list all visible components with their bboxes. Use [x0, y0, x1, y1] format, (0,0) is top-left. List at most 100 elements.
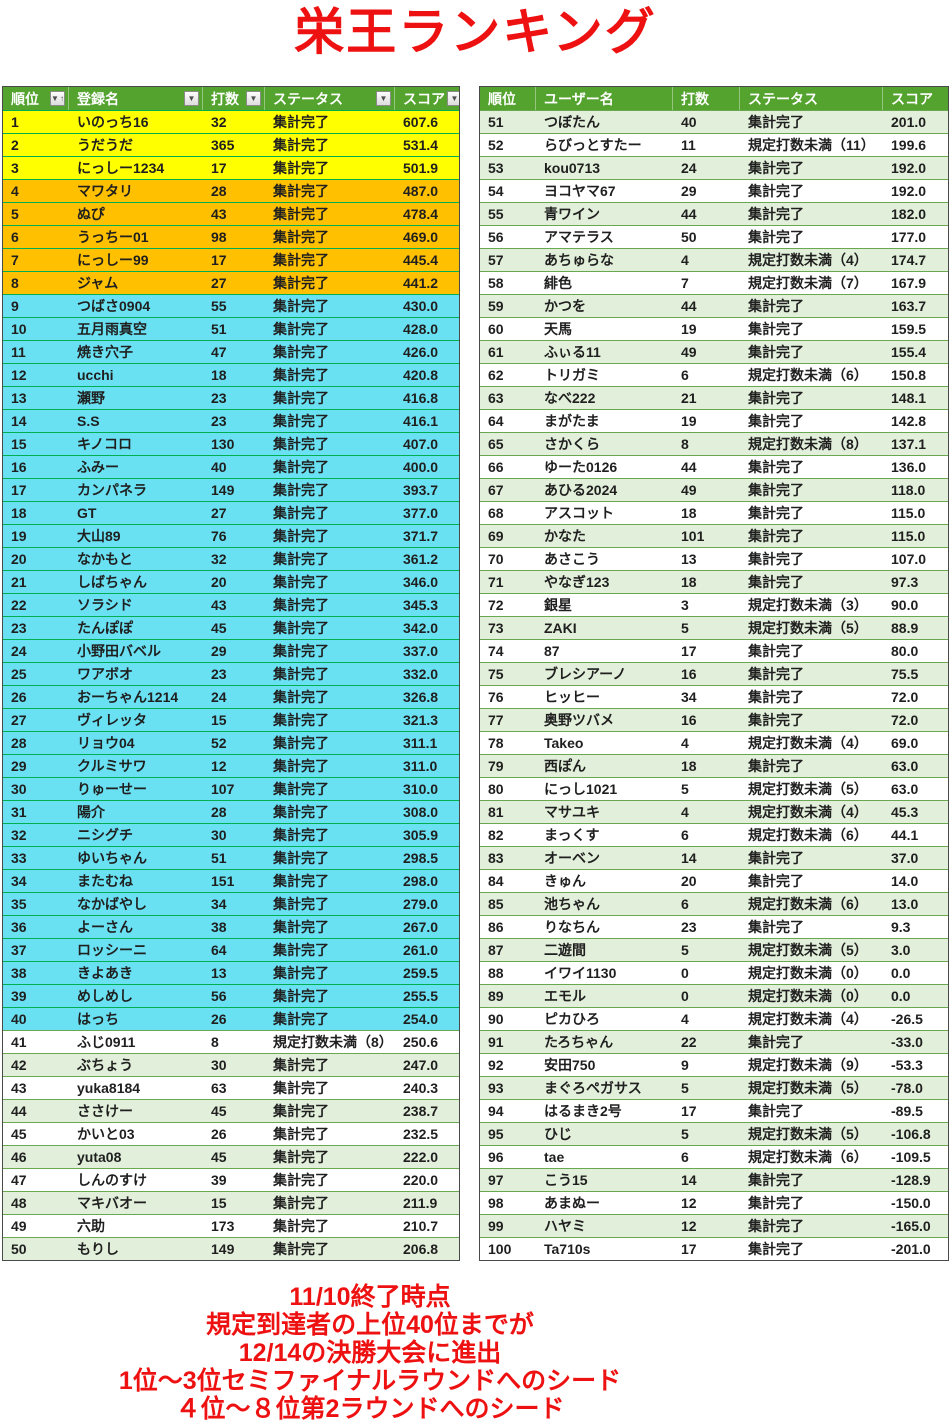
rank-cell: 59 [488, 298, 504, 314]
table-row: 63 なべ222 21 集計完了 148.1 [480, 386, 948, 409]
table-row: 87 二遊間 5 規定打数未満（5） 3.0 [480, 938, 948, 961]
filter-dropdown-icon[interactable]: ▼ [184, 91, 199, 106]
status-cell: 規定打数未満（8） [273, 1034, 393, 1050]
name-cell: マワタリ [77, 183, 133, 199]
table-row: 44 ささけー 45 集計完了 238.7 [3, 1099, 459, 1122]
score-cell: 393.7 [403, 482, 439, 498]
strokes-cell: 51 [211, 850, 227, 866]
table-row: 75 ブレシアーノ 16 集計完了 75.5 [480, 662, 948, 685]
score-cell: 155.4 [891, 344, 927, 360]
rank-cell: 95 [488, 1126, 504, 1142]
status-cell: 集計完了 [273, 1011, 329, 1027]
rank-cell: 22 [11, 597, 27, 613]
strokes-cell: 23 [211, 390, 227, 406]
table-row: 73 ZAKI 5 規定打数未満（5） 88.9 [480, 616, 948, 639]
name-cell: はるまき2号 [544, 1103, 622, 1119]
table-row: 28 リョウ04 52 集計完了 311.1 [3, 731, 459, 754]
filter-sort-ascending-icon[interactable]: ▼ ↑ [50, 91, 65, 106]
score-cell: 326.8 [403, 689, 439, 705]
status-cell: 集計完了 [273, 252, 329, 268]
rank-cell: 90 [488, 1011, 504, 1027]
strokes-cell: 4 [681, 735, 689, 751]
strokes-cell: 44 [681, 459, 697, 475]
table-row: 97 こう15 14 集計完了 -128.9 [480, 1168, 948, 1191]
filter-dropdown-icon[interactable]: ▼ [376, 91, 391, 106]
table-row: 2 うだうだ 365 集計完了 531.4 [3, 133, 459, 156]
table-row: 95 ひじ 5 規定打数未満（5） -106.8 [480, 1122, 948, 1145]
strokes-cell: 49 [681, 482, 697, 498]
strokes-cell: 52 [211, 735, 227, 751]
rank-cell: 38 [11, 965, 27, 981]
table-row: 23 たんぽぽ 45 集計完了 342.0 [3, 616, 459, 639]
chevron-down-icon: ▼ [450, 93, 459, 103]
table-row: 64 まがたま 19 集計完了 142.8 [480, 409, 948, 432]
name-cell: 銀星 [544, 597, 572, 613]
table-row: 40 はっち 26 集計完了 254.0 [3, 1007, 459, 1030]
name-cell: まぐろペガサス [544, 1080, 642, 1096]
rank-cell: 88 [488, 965, 504, 981]
rank-cell: 66 [488, 459, 504, 475]
rank-cell: 57 [488, 252, 504, 268]
name-cell: さかくら [544, 436, 600, 452]
score-cell: 163.7 [891, 298, 927, 314]
rank-cell: 97 [488, 1172, 504, 1188]
column-header-label: 順位 [11, 90, 39, 107]
strokes-cell: 5 [681, 1080, 689, 1096]
name-cell: アマテラス [544, 229, 614, 245]
status-cell: 集計完了 [748, 1241, 804, 1257]
name-cell: にっし1021 [544, 781, 618, 797]
status-cell: 集計完了 [748, 183, 804, 199]
strokes-cell: 34 [681, 689, 697, 705]
status-cell: 集計完了 [748, 643, 804, 659]
table-row: 30 りゅーせー 107 集計完了 310.0 [3, 777, 459, 800]
score-cell: 346.0 [403, 574, 439, 590]
status-cell: 集計完了 [273, 781, 329, 797]
score-cell: 199.6 [891, 137, 927, 153]
table-row: 22 ソラシド 43 集計完了 345.3 [3, 593, 459, 616]
table-row: 100 Ta710s 17 集計完了 -201.0 [480, 1237, 948, 1260]
rank-cell: 13 [11, 390, 27, 406]
rank-cell: 39 [11, 988, 27, 1004]
name-cell: しばちゃん [77, 574, 147, 590]
status-cell: 集計完了 [748, 919, 804, 935]
status-cell: 集計完了 [273, 275, 329, 291]
strokes-cell: 47 [211, 344, 227, 360]
score-cell: 177.0 [891, 229, 927, 245]
score-cell: 75.5 [891, 666, 919, 682]
strokes-cell: 8 [681, 436, 689, 452]
strokes-cell: 4 [681, 1011, 689, 1027]
score-cell: 0.0 [891, 965, 911, 981]
name-cell: ジャム [77, 275, 119, 291]
strokes-cell: 6 [681, 1149, 689, 1165]
name-cell: 五月雨真空 [77, 321, 147, 337]
table-row: 90 ピカひろ 4 規定打数未満（4） -26.5 [480, 1007, 948, 1030]
status-cell: 規定打数未満（5） [748, 781, 868, 797]
filter-dropdown-icon[interactable]: ▼ [246, 91, 261, 106]
filter-dropdown-icon[interactable]: ▼ [447, 91, 459, 106]
chevron-down-icon: ▼ [187, 93, 196, 103]
strokes-cell: 9 [681, 1057, 689, 1073]
table-row: 59 かつを 44 集計完了 163.7 [480, 294, 948, 317]
name-cell: ニシグチ [77, 827, 133, 843]
score-cell: 416.8 [403, 390, 439, 406]
name-cell: おーちゃん1214 [77, 689, 179, 705]
table-row: 9 つばさ0904 55 集計完了 430.0 [3, 294, 459, 317]
rank-cell: 85 [488, 896, 504, 912]
strokes-cell: 51 [211, 321, 227, 337]
table-row: 25 ワアボオ 23 集計完了 332.0 [3, 662, 459, 685]
strokes-cell: 15 [211, 712, 227, 728]
score-cell: -201.0 [891, 1241, 931, 1257]
strokes-cell: 30 [211, 1057, 227, 1073]
status-cell: 集計完了 [273, 459, 329, 475]
strokes-cell: 26 [211, 1126, 227, 1142]
score-cell: 441.2 [403, 275, 439, 291]
rank-cell: 16 [11, 459, 27, 475]
score-cell: 72.0 [891, 712, 919, 728]
rank-cell: 78 [488, 735, 504, 751]
strokes-cell: 27 [211, 275, 227, 291]
score-cell: 400.0 [403, 459, 439, 475]
rank-cell: 41 [11, 1034, 27, 1050]
status-cell: 集計完了 [273, 505, 329, 521]
rank-cell: 42 [11, 1057, 27, 1073]
rank-cell: 1 [11, 114, 19, 130]
